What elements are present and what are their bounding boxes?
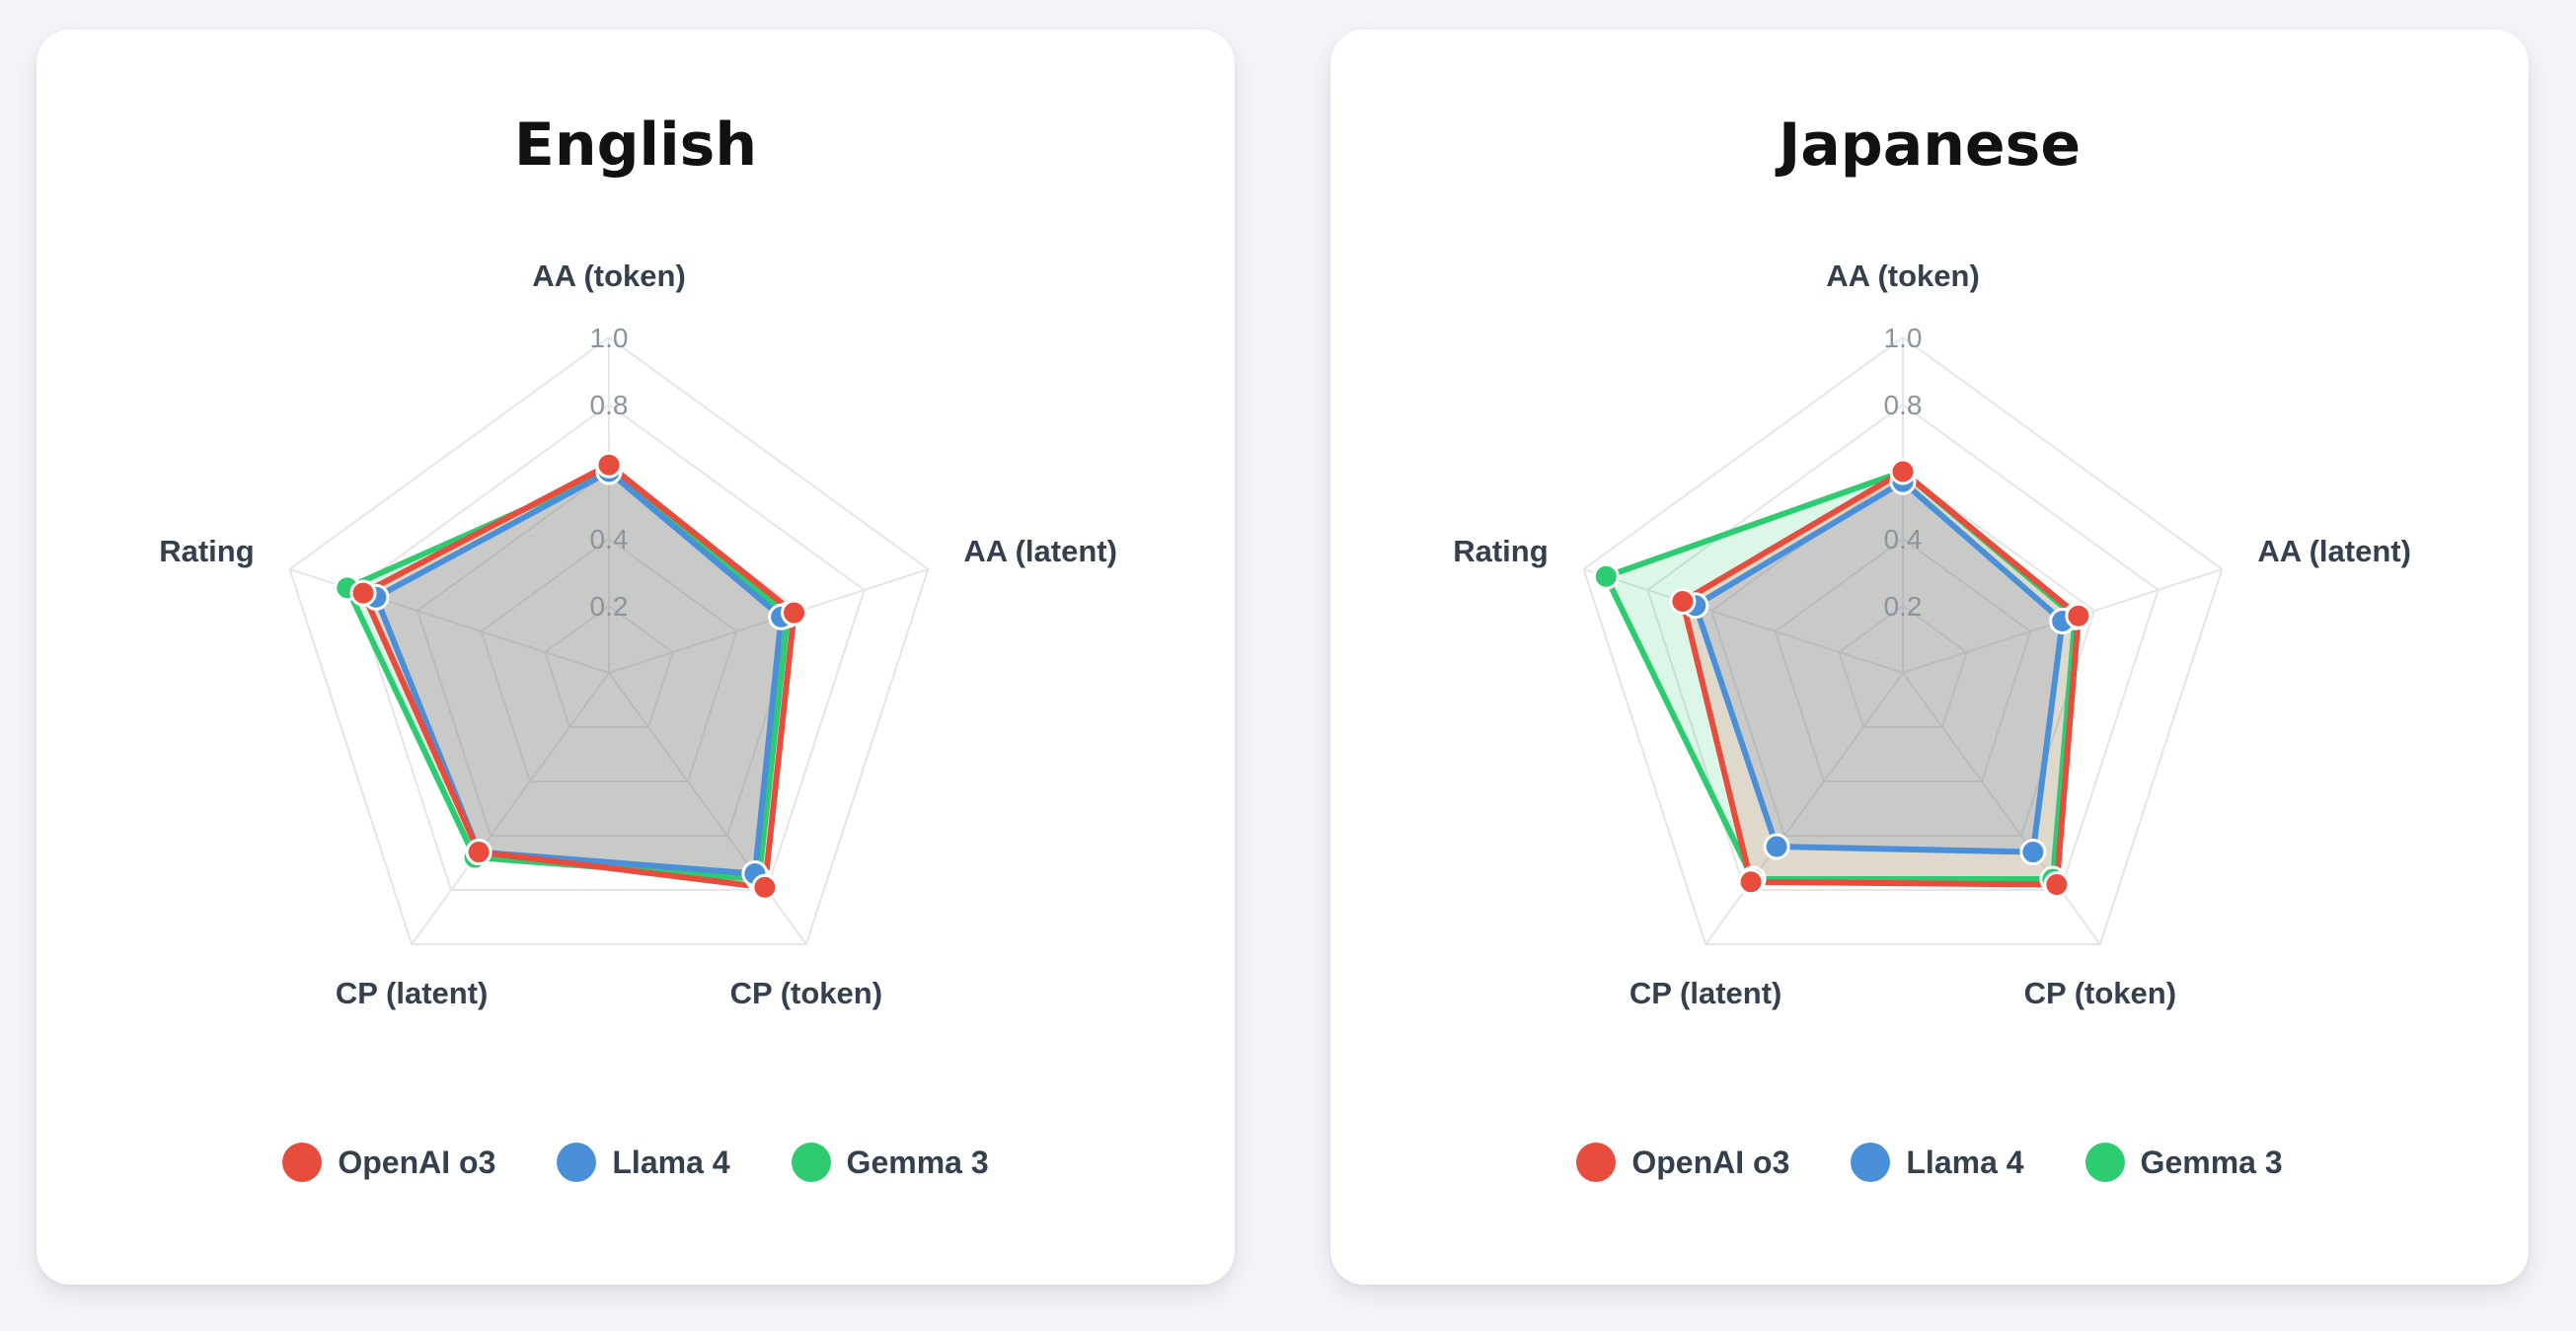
grid-spoke: [608, 672, 807, 945]
chart-title: Japanese: [1778, 111, 2082, 180]
axis-label-rating: Rating: [1453, 534, 1548, 568]
data-point-openai-o3: [349, 579, 377, 607]
legend-swatch-openai-o3: [1576, 1143, 1617, 1182]
legend-swatch-gemma-3: [2084, 1143, 2125, 1182]
data-point-openai-o3: [595, 451, 623, 479]
series-points: [334, 451, 808, 901]
axis-label-cp-latent: CP (latent): [1629, 976, 1781, 1010]
chart-card-english: English 0.2 0.4 0.8 1.0 AA (token) AA (latent…: [37, 30, 1235, 1285]
tick-label: 0.2: [590, 591, 629, 622]
radar-chart-english: 0.2 0.4 0.8 1.0 AA (token) AA (latent) CP (tok…: [159, 259, 1117, 1010]
legend-label: Llama 4: [612, 1144, 730, 1180]
grid-spoke: [608, 567, 929, 674]
grid-ring: [1709, 470, 2096, 838]
data-point-openai-o3: [781, 599, 808, 627]
grid-spoke: [1902, 672, 2101, 945]
legend-label: Gemma 3: [846, 1144, 989, 1180]
data-point-openai-o3: [2065, 602, 2092, 629]
data-point-openai-o3: [1737, 868, 1765, 896]
axis-label-cp-latent: CP (latent): [336, 976, 488, 1010]
series-area-openai-o3: [1682, 472, 2079, 885]
chart-card-japanese: Japanese 0.2 0.4 0.8 1.0 AA (token) AA (laten…: [1330, 30, 2529, 1285]
axis-label-cp-token: CP (token): [2024, 976, 2176, 1010]
grid-ring: [416, 470, 802, 838]
radar-grid: [1582, 335, 2224, 946]
series-area-llama-4: [375, 472, 782, 874]
tick-label: 0.4: [1884, 524, 1923, 555]
grid-ring: [480, 537, 738, 783]
legend-item-gemma-3[interactable]: Gemma 3: [2084, 1143, 2283, 1182]
legend-item-openai-o3[interactable]: OpenAI o3: [282, 1143, 495, 1182]
tick-label: 0.2: [1884, 591, 1923, 622]
grid-spoke: [1705, 672, 1904, 945]
legend-swatch-llama-4: [1851, 1143, 1891, 1182]
data-point-openai-o3: [751, 873, 779, 901]
legend-swatch-llama-4: [557, 1143, 597, 1182]
data-point-openai-o3: [465, 839, 492, 866]
axis-label-cp-token: CP (token): [730, 976, 882, 1010]
data-point-llama-4: [1763, 833, 1790, 860]
series-area-gemma-3: [346, 472, 789, 880]
data-point-openai-o3: [2043, 871, 2071, 899]
series-line-openai-o3: [360, 462, 797, 891]
grid-spoke: [1583, 567, 1904, 674]
axis-label-aa-token: AA (token): [532, 259, 686, 293]
grid-ring: [1774, 537, 2032, 783]
data-point-openai-o3: [1669, 588, 1697, 616]
legend-item-llama-4[interactable]: Llama 4: [1851, 1143, 2024, 1182]
tick-label: 0.8: [590, 390, 629, 420]
legend-swatch-gemma-3: [791, 1143, 831, 1182]
axis-labels: AA (token) AA (latent) CP (token) CP (laten…: [159, 259, 1117, 1010]
legend-label: OpenAI o3: [1631, 1144, 1790, 1180]
legend-swatch-openai-o3: [282, 1143, 323, 1182]
series-points: [1592, 458, 2092, 899]
grid-ring: [1646, 403, 2159, 892]
grid-ring: [288, 335, 930, 946]
axis-label-aa-token: AA (token): [1826, 259, 1980, 293]
data-point-gemma-3: [1592, 562, 1620, 590]
tick-label: 1.0: [590, 323, 629, 353]
series-area-llama-4: [1695, 481, 2063, 852]
legend-item-openai-o3[interactable]: OpenAI o3: [1576, 1143, 1789, 1182]
chart-legend: OpenAI o3 Llama 4 Gemma 3: [37, 1143, 1235, 1182]
data-point-llama-4: [2019, 839, 2047, 866]
chart-legend: OpenAI o3 Llama 4 Gemma 3: [1330, 1143, 2529, 1182]
axis-label-aa-latent: AA (latent): [2257, 534, 2411, 568]
series-areas: [343, 462, 797, 891]
series-areas: [1603, 469, 2082, 888]
tick-label: 1.0: [1884, 323, 1923, 353]
legend-label: Llama 4: [1906, 1144, 2024, 1180]
axis-labels: AA (token) AA (latent) CP (token) CP (laten…: [1453, 259, 2411, 1010]
grid-ring: [1582, 335, 2224, 946]
series-line-openai-o3: [1679, 469, 2082, 888]
radial-ticks: 0.2 0.4 0.8 1.0: [1884, 323, 1923, 622]
legend-item-llama-4[interactable]: Llama 4: [557, 1143, 730, 1182]
grid-spoke: [411, 672, 610, 945]
radar-chart-japanese: 0.2 0.4 0.8 1.0 AA (token) AA (latent) CP (tok…: [1453, 259, 2411, 1010]
series-line-llama-4: [1692, 479, 2066, 855]
axis-label-aa-latent: AA (latent): [963, 534, 1117, 568]
tick-label: 0.8: [1884, 390, 1923, 420]
tick-label: 0.4: [590, 524, 629, 555]
series-line-llama-4: [372, 469, 785, 877]
axis-label-rating: Rating: [159, 534, 254, 568]
grid-ring: [544, 604, 674, 729]
data-point-openai-o3: [1889, 458, 1917, 485]
grid-ring: [1838, 604, 1968, 729]
legend-label: OpenAI o3: [338, 1144, 496, 1180]
radial-ticks: 0.2 0.4 0.8 1.0: [590, 323, 629, 622]
chart-title: English: [513, 111, 758, 180]
legend-item-gemma-3[interactable]: Gemma 3: [791, 1143, 989, 1182]
grid-ring: [352, 403, 866, 892]
series-area-openai-o3: [363, 465, 795, 888]
legend-label: Gemma 3: [2140, 1144, 2283, 1180]
